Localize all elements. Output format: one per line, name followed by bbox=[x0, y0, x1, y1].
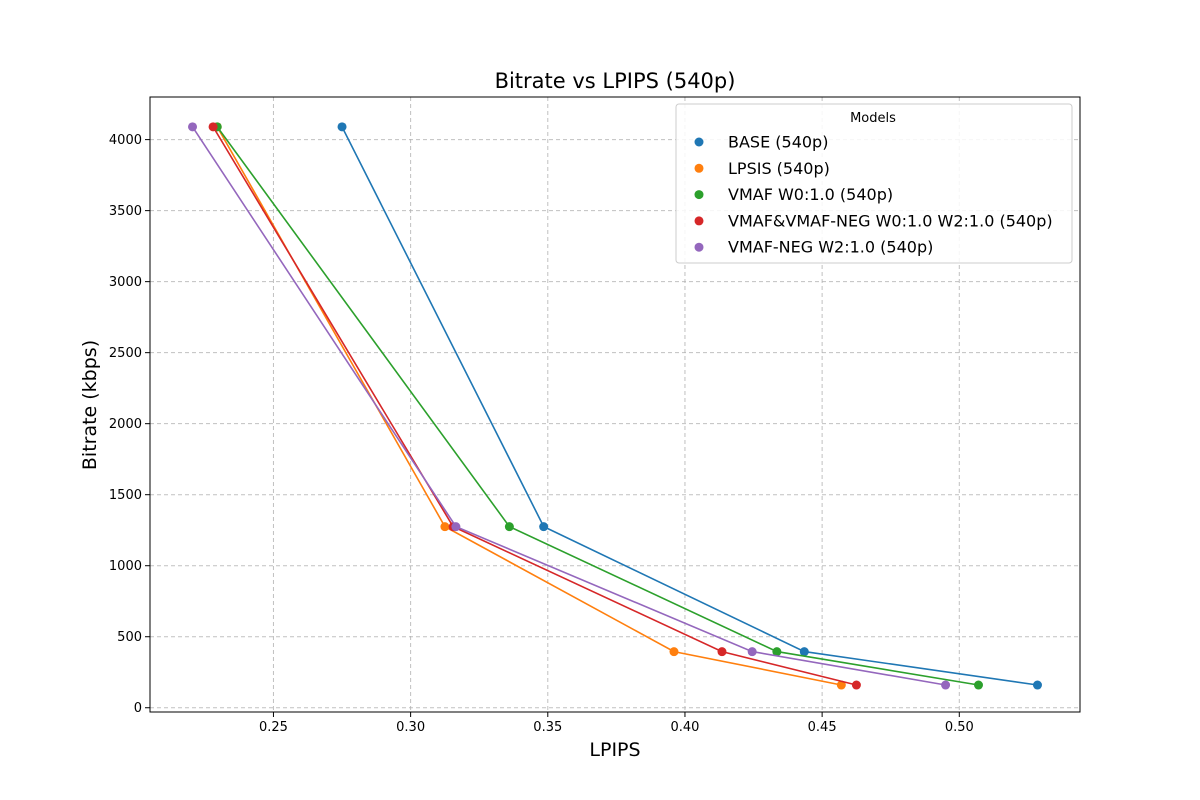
legend-box bbox=[675, 103, 1073, 264]
data-point bbox=[440, 522, 450, 532]
data-point bbox=[772, 647, 782, 657]
y-axis-title: Bitrate (kbps) bbox=[79, 340, 101, 470]
x-tick-label: 0.30 bbox=[396, 720, 425, 735]
series-line bbox=[212, 126, 857, 686]
data-point bbox=[504, 522, 514, 532]
series-layer bbox=[188, 122, 1042, 690]
legend-title: Models bbox=[850, 111, 896, 126]
data-point bbox=[717, 647, 727, 657]
series-line bbox=[191, 126, 946, 686]
series-group bbox=[337, 122, 1042, 690]
legend-label: VMAF-NEG W2:1.0 (540p) bbox=[728, 238, 933, 257]
series-line bbox=[216, 126, 842, 686]
y-tick-label: 1000 bbox=[109, 559, 142, 574]
y-tick-label: 2000 bbox=[109, 417, 142, 432]
legend-marker bbox=[694, 190, 704, 200]
y-tick-label: 0 bbox=[134, 701, 142, 716]
data-point bbox=[669, 647, 679, 657]
legend-label: BASE (540p) bbox=[728, 133, 828, 152]
y-tick-label: 3000 bbox=[109, 275, 142, 290]
x-axis-ticks: 0.25 0.30 0.35 0.40 0.45 0.50 bbox=[259, 712, 974, 735]
data-point bbox=[799, 647, 809, 657]
data-point bbox=[188, 122, 198, 132]
legend-marker bbox=[694, 163, 704, 173]
data-point bbox=[1032, 680, 1042, 690]
series-group bbox=[208, 122, 861, 690]
legend-label: VMAF W0:1.0 (540p) bbox=[728, 185, 893, 204]
x-tick-label: 0.50 bbox=[945, 720, 974, 735]
data-point bbox=[747, 647, 757, 657]
legend-label: LPSIS (540p) bbox=[728, 159, 830, 178]
data-point bbox=[539, 522, 549, 532]
data-point bbox=[451, 522, 461, 532]
y-tick-label: 3500 bbox=[109, 204, 142, 219]
data-point bbox=[208, 122, 218, 132]
data-point bbox=[973, 680, 983, 690]
legend-marker bbox=[694, 216, 704, 226]
series-group bbox=[188, 122, 951, 690]
y-tick-label: 500 bbox=[117, 630, 142, 645]
x-tick-label: 0.25 bbox=[259, 720, 288, 735]
data-point bbox=[337, 122, 347, 132]
data-point bbox=[941, 680, 951, 690]
y-axis-ticks: 0 500 1000 1500 2000 2500 3000 3500 4000 bbox=[109, 133, 150, 716]
plot-frame bbox=[149, 96, 1081, 713]
x-axis-title: LPIPS bbox=[589, 739, 640, 761]
y-tick-label: 1500 bbox=[109, 488, 142, 503]
series-line bbox=[216, 126, 979, 686]
x-tick-label: 0.35 bbox=[533, 720, 562, 735]
series-line bbox=[341, 126, 1038, 686]
chart-title: Bitrate vs LPIPS (540p) bbox=[495, 69, 736, 93]
legend-label: VMAF&VMAF-NEG W0:1.0 W2:1.0 (540p) bbox=[728, 211, 1053, 230]
legend: Models BASE (540p) LPSIS (540p) VMAF W0:1.… bbox=[675, 103, 1073, 264]
legend-marker bbox=[694, 137, 704, 147]
y-tick-label: 2500 bbox=[109, 346, 142, 361]
x-tick-label: 0.40 bbox=[670, 720, 699, 735]
data-point bbox=[851, 680, 861, 690]
x-tick-label: 0.45 bbox=[808, 720, 837, 735]
legend-marker bbox=[694, 242, 704, 252]
y-tick-label: 4000 bbox=[109, 133, 142, 148]
data-point bbox=[836, 680, 846, 690]
